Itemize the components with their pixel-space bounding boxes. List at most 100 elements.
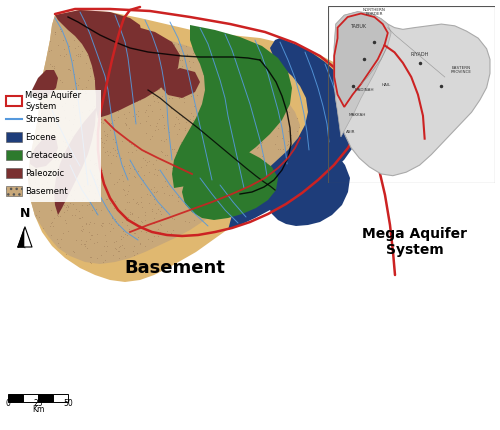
Point bbox=[126, 181, 134, 188]
Point bbox=[226, 114, 234, 121]
Point bbox=[98, 166, 106, 173]
Point bbox=[186, 116, 194, 123]
Point bbox=[154, 99, 162, 106]
Point bbox=[170, 160, 178, 166]
Point bbox=[231, 192, 239, 199]
Point bbox=[86, 187, 94, 194]
Bar bbox=[6, 96, 22, 106]
Point bbox=[276, 146, 283, 153]
Point bbox=[94, 146, 102, 153]
Point bbox=[100, 35, 108, 42]
Point bbox=[184, 163, 192, 170]
Point bbox=[51, 29, 59, 36]
Point bbox=[145, 157, 153, 164]
Point bbox=[102, 62, 110, 69]
Point bbox=[234, 151, 242, 158]
Point bbox=[252, 108, 260, 114]
Point bbox=[120, 102, 128, 109]
Point bbox=[102, 132, 110, 139]
Point bbox=[44, 104, 52, 111]
Point bbox=[214, 83, 222, 90]
Point bbox=[256, 122, 264, 129]
Point bbox=[110, 205, 118, 212]
Point bbox=[210, 117, 218, 123]
Point bbox=[45, 96, 53, 103]
Point bbox=[174, 172, 182, 179]
Point bbox=[167, 104, 175, 111]
Point bbox=[52, 185, 60, 192]
Point bbox=[42, 159, 50, 166]
Point bbox=[100, 108, 108, 115]
Point bbox=[42, 174, 50, 181]
Point bbox=[112, 245, 120, 252]
Point bbox=[132, 43, 140, 50]
Point bbox=[101, 38, 109, 45]
Point bbox=[116, 33, 124, 40]
Point bbox=[150, 58, 158, 65]
Point bbox=[183, 71, 191, 78]
Point bbox=[152, 209, 160, 216]
Point bbox=[104, 71, 112, 78]
Point bbox=[143, 191, 151, 198]
Point bbox=[178, 114, 186, 121]
Point bbox=[200, 107, 207, 114]
Point bbox=[54, 155, 62, 162]
Point bbox=[78, 197, 86, 203]
Text: Km: Km bbox=[32, 405, 44, 414]
Point bbox=[82, 97, 90, 104]
Point bbox=[186, 192, 194, 199]
Point bbox=[264, 114, 272, 120]
Bar bbox=[6, 168, 22, 178]
Point bbox=[220, 144, 228, 150]
Point bbox=[150, 189, 158, 196]
Point bbox=[90, 76, 98, 83]
Point bbox=[56, 77, 64, 83]
Point bbox=[51, 156, 59, 163]
Point bbox=[70, 28, 78, 34]
Point bbox=[142, 243, 150, 249]
Point bbox=[70, 162, 78, 169]
Point bbox=[216, 166, 224, 173]
Point bbox=[121, 36, 129, 43]
Point bbox=[227, 130, 235, 137]
Point bbox=[186, 93, 194, 100]
Point bbox=[38, 160, 46, 167]
Point bbox=[74, 207, 82, 214]
Point bbox=[206, 206, 214, 213]
Point bbox=[200, 182, 207, 189]
Point bbox=[188, 151, 196, 158]
Point bbox=[158, 93, 166, 100]
Point bbox=[150, 161, 158, 168]
Point bbox=[182, 170, 190, 177]
Point bbox=[126, 211, 134, 218]
Point bbox=[74, 43, 82, 49]
Point bbox=[140, 69, 147, 76]
Point bbox=[237, 177, 245, 184]
Point bbox=[214, 63, 222, 70]
Point bbox=[92, 180, 100, 187]
Point bbox=[227, 111, 235, 118]
Point bbox=[50, 130, 58, 137]
Point bbox=[81, 118, 89, 125]
Point bbox=[64, 65, 72, 72]
Point bbox=[64, 227, 72, 234]
Point bbox=[178, 112, 186, 119]
Point bbox=[86, 65, 94, 72]
Point bbox=[130, 230, 138, 237]
Point bbox=[156, 106, 164, 113]
Point bbox=[250, 83, 258, 89]
Point bbox=[60, 201, 68, 208]
Point bbox=[275, 100, 283, 107]
Point bbox=[60, 229, 68, 236]
Point bbox=[154, 126, 162, 132]
Point bbox=[142, 49, 150, 55]
Point bbox=[129, 196, 137, 203]
Point bbox=[234, 187, 241, 194]
Point bbox=[92, 73, 100, 80]
Point bbox=[238, 167, 246, 174]
Point bbox=[57, 27, 65, 34]
Point bbox=[33, 120, 41, 127]
Point bbox=[90, 180, 98, 187]
Point bbox=[82, 59, 90, 66]
Point bbox=[154, 51, 162, 58]
